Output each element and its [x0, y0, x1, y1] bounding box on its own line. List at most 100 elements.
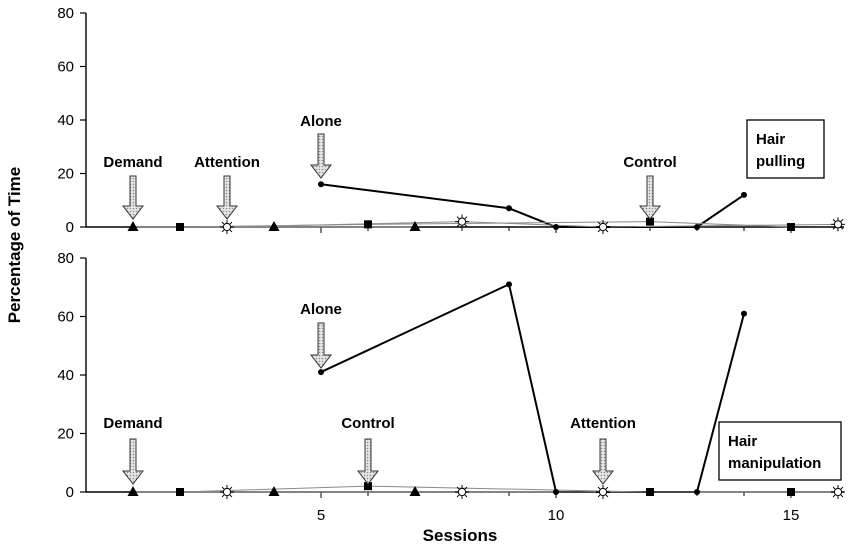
sun-ray: [597, 221, 601, 225]
sun-core: [833, 220, 843, 229]
phase-label: Attention: [194, 154, 260, 171]
data-point-attention: [596, 220, 610, 234]
sun-ray: [597, 229, 601, 233]
sun-core: [222, 487, 232, 497]
data-point-alone: [694, 489, 700, 495]
sun-ray: [464, 216, 468, 220]
data-point-control: [364, 482, 372, 491]
behavior-box: [718, 421, 842, 481]
data-point-attention: [455, 485, 469, 499]
panel-hair-manipulation: 0 20 40 60 80 5 10 15 Demand Alone Control Attentio…: [57, 250, 845, 524]
sun-ray: [229, 229, 233, 233]
sun-ray: [832, 494, 836, 498]
sun-ray: [456, 486, 460, 490]
behavior-label: Hair: [728, 433, 757, 450]
sun-ray: [840, 219, 844, 222]
behavior-label: pulling: [756, 153, 805, 170]
data-point-attention: [596, 485, 610, 499]
y-tick-label: 40: [57, 112, 74, 129]
sun-ray: [832, 219, 836, 222]
sun-ray: [464, 224, 468, 227]
sun-ray: [840, 486, 844, 490]
data-point-demand: [127, 486, 139, 496]
y-tick-label: 40: [57, 367, 74, 384]
sun-core: [833, 487, 843, 497]
data-point-attention: [831, 485, 845, 499]
sun-core: [222, 222, 232, 232]
data-point-demand: [409, 221, 421, 231]
sun-ray: [221, 221, 225, 225]
behavior-label: manipulation: [728, 455, 821, 472]
y-tick-label: 60: [57, 309, 74, 326]
data-point-alone: [741, 310, 747, 317]
y-tick-label: 20: [57, 166, 74, 183]
data-point-alone: [506, 205, 512, 212]
sun-ray: [229, 486, 233, 490]
behavior-box: [746, 119, 825, 179]
data-point-attention: [220, 485, 234, 499]
sun-ray: [832, 486, 836, 490]
series-line-alone: [320, 183, 745, 228]
x-tick-label: 15: [783, 507, 800, 524]
phase-arrow: [356, 438, 380, 485]
data-point-control: [646, 217, 654, 226]
data-point-alone: [506, 281, 512, 288]
phase-arrow: [591, 438, 615, 485]
x-tick-label: 10: [548, 507, 565, 524]
sun-ray: [597, 486, 601, 490]
phase-arrow: [638, 175, 662, 220]
data-point-alone: [318, 181, 324, 188]
data-point-alone: [741, 191, 747, 198]
sun-ray: [464, 486, 468, 490]
phase-arrow: [309, 322, 333, 369]
data-point-attention: [455, 214, 469, 229]
sun-core: [457, 217, 467, 226]
data-point-alone: [318, 369, 324, 376]
phase-arrow: [215, 175, 239, 220]
sun-core: [457, 487, 467, 497]
behavior-label: Hair: [756, 131, 785, 148]
data-point-attention: [831, 217, 845, 232]
data-point-demand: [268, 221, 280, 231]
sun-ray: [456, 494, 460, 498]
data-point-alone: [694, 224, 700, 230]
phase-label: Demand: [103, 154, 162, 171]
data-point-control: [646, 488, 654, 496]
y-tick-label: 80: [57, 250, 74, 267]
x-axis-label: Sessions: [423, 526, 498, 545]
sun-ray: [605, 494, 609, 498]
x-tick-label: 5: [317, 507, 325, 524]
y-tick-label: 20: [57, 426, 74, 443]
sun-ray: [221, 229, 225, 233]
sun-ray: [832, 226, 836, 230]
series-line-alone: [320, 282, 745, 493]
sun-ray: [605, 221, 609, 225]
sun-ray: [221, 494, 225, 498]
phase-label: Alone: [300, 301, 342, 318]
y-tick-label: 80: [57, 5, 74, 22]
phase-label: Demand: [103, 415, 162, 432]
sun-core: [598, 487, 608, 497]
data-point-demand: [127, 221, 139, 231]
data-point-control: [787, 223, 795, 231]
sun-ray: [229, 494, 233, 498]
sun-ray: [464, 494, 468, 498]
data-point-control: [176, 223, 184, 231]
phase-label: Control: [341, 415, 394, 432]
sun-ray: [597, 494, 601, 498]
phase-label: Control: [623, 154, 676, 171]
data-point-control: [787, 488, 795, 496]
sun-ray: [456, 216, 460, 220]
sun-ray: [605, 229, 609, 233]
y-axis-label: Percentage of Time: [5, 167, 24, 324]
phase-label: Alone: [300, 113, 342, 130]
sun-core: [598, 222, 608, 232]
sun-ray: [605, 486, 609, 490]
data-point-demand: [268, 486, 280, 496]
data-point-control: [176, 488, 184, 496]
y-tick-label: 60: [57, 59, 74, 76]
phase-arrow: [309, 133, 333, 179]
sun-ray: [840, 494, 844, 498]
sun-ray: [221, 486, 225, 490]
